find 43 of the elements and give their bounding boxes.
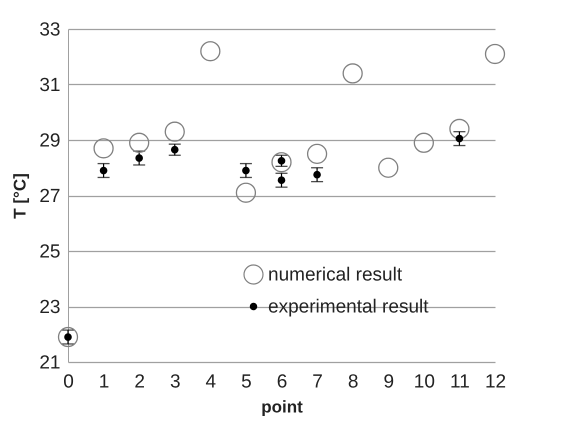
point (378, 158, 398, 178)
y-tick-label: 21 (39, 352, 60, 374)
y-axis-title: T [°C] (10, 173, 30, 219)
point (135, 154, 143, 162)
point (278, 176, 286, 184)
x-tick-label: 5 (241, 372, 252, 392)
y-tick-label: 31 (39, 75, 60, 96)
point (100, 166, 108, 174)
x-tick-label: 3 (170, 372, 181, 392)
point (58, 326, 78, 348)
x-tick-label: 9 (383, 372, 394, 392)
point (164, 122, 185, 142)
point (242, 166, 250, 174)
x-tick-label: 2 (134, 372, 145, 392)
y-tick-label: 29 (39, 130, 60, 152)
x-tick-label: 1 (98, 372, 110, 392)
point (449, 118, 470, 140)
x-tick-label: 10 (414, 372, 435, 392)
point (271, 152, 292, 172)
y-tick-label: 27 (39, 186, 60, 207)
y-tick-label: 25 (39, 242, 60, 262)
x-axis-title: point (261, 398, 304, 416)
point (313, 170, 321, 178)
point (236, 182, 256, 203)
x-tick-label: 11 (450, 372, 470, 392)
x-tick-label: 0 (63, 372, 74, 392)
y-tick-label: 23 (39, 297, 60, 318)
point (306, 144, 328, 164)
x-tick-label: 4 (206, 372, 217, 392)
point (342, 63, 363, 84)
y-tick-label: 33 (39, 20, 60, 40)
x-tick-label: 8 (348, 372, 358, 392)
point (456, 134, 464, 142)
point (93, 138, 114, 158)
x-tick-label: 6 (276, 372, 288, 392)
legend-label: experimental result (268, 296, 430, 318)
point (129, 132, 150, 153)
point (200, 41, 220, 62)
x-tick-label: 7 (312, 372, 323, 392)
point (484, 44, 506, 64)
legend-label: numerical result (268, 264, 403, 286)
point (414, 132, 434, 153)
x-tick-label: 12 (484, 372, 506, 392)
